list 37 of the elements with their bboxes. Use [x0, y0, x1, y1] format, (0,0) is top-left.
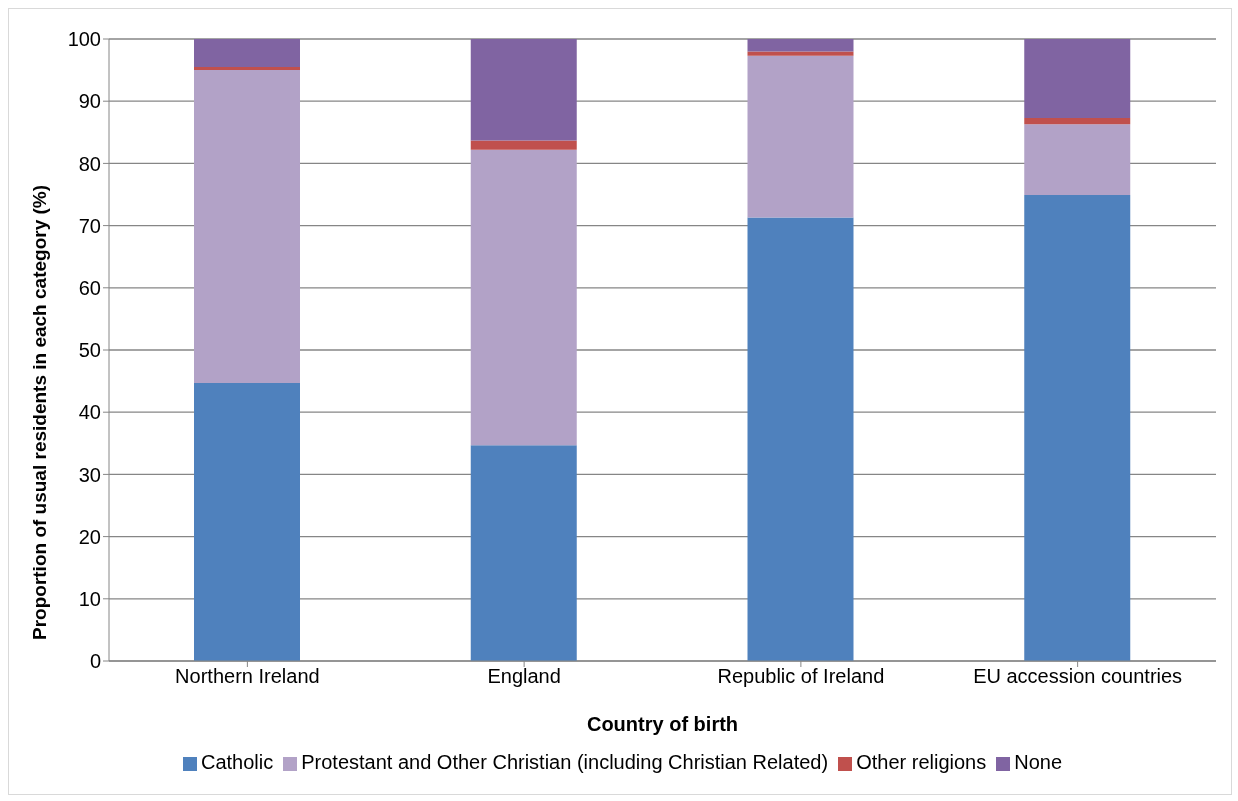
- y-tick-label: 60: [78, 276, 101, 299]
- x-tick-label: Northern Ireland: [175, 665, 320, 688]
- y-tick-label: 0: [89, 650, 101, 673]
- bar: [194, 66, 300, 71]
- bar: [470, 140, 577, 150]
- legend-label: None: [1014, 751, 1063, 773]
- y-tick-label: 10: [78, 587, 101, 610]
- bar: [747, 39, 854, 52]
- y-tick-label: 30: [78, 463, 101, 486]
- x-axis-title: Country of birth: [586, 713, 739, 735]
- x-tick-label: EU accession countries: [973, 665, 1183, 688]
- y-tick-label: 20: [78, 525, 101, 548]
- bar: [194, 39, 300, 67]
- legend-label: Other religions: [856, 751, 987, 773]
- y-tick-label: 70: [78, 214, 101, 237]
- bar: [1024, 39, 1131, 118]
- bar: [747, 217, 854, 661]
- bar: [747, 55, 854, 218]
- bar: [747, 51, 854, 56]
- x-tick-label: Republic of Ireland: [717, 665, 885, 688]
- y-tick-label: 40: [78, 401, 101, 424]
- bar: [1024, 195, 1131, 661]
- y-tick-label: 100: [67, 28, 101, 51]
- y-tick-label: 50: [78, 339, 101, 362]
- bar: [194, 70, 300, 383]
- bar: [1024, 117, 1131, 125]
- y-tick-label: 90: [78, 90, 101, 113]
- x-tick-label: England: [487, 665, 561, 688]
- legend-label: Catholic: [200, 751, 274, 773]
- bar: [470, 149, 577, 446]
- y-tick-label: 80: [78, 152, 101, 175]
- bar: [1024, 124, 1131, 196]
- bar: [470, 39, 577, 141]
- legend-label: Protestant and Other Christian (including Christian Related): [301, 751, 829, 773]
- y-axis-title: Proportion of usual residents in each category (%): [28, 184, 50, 640]
- bar: [470, 445, 577, 661]
- bar: [194, 382, 300, 661]
